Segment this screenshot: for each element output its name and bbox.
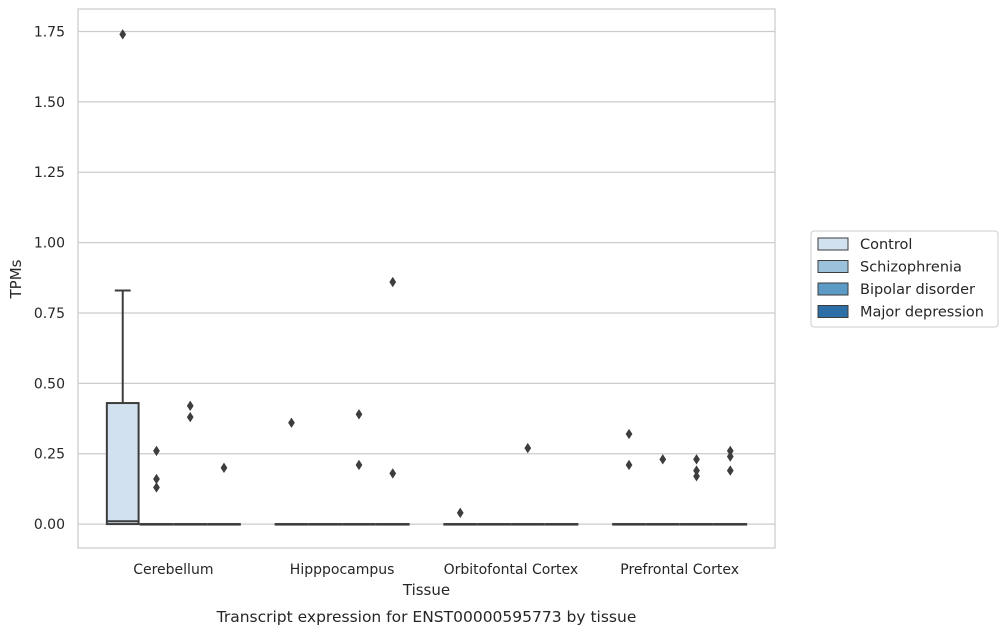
outlier-point xyxy=(726,451,734,462)
outlier-point xyxy=(726,445,734,457)
outlier-point xyxy=(355,459,363,471)
legend-swatch xyxy=(817,237,849,251)
box-control xyxy=(443,523,478,526)
x-tick-label: Cerebellum xyxy=(133,562,213,578)
outlier-point xyxy=(355,409,363,420)
outlier-point xyxy=(659,454,667,465)
legend-swatch xyxy=(817,282,849,296)
x-tick-label: Hipppocampus xyxy=(290,562,395,578)
y-tick-label: 0.75 xyxy=(34,306,65,322)
box-body xyxy=(105,402,140,526)
outlier-layer xyxy=(119,29,734,518)
outlier-point xyxy=(153,445,160,457)
legend-label: Control xyxy=(860,237,912,253)
legend-label: Bipolar disorder xyxy=(860,282,975,298)
outlier-point xyxy=(389,276,397,288)
outlier-point xyxy=(625,459,633,471)
y-tick-label: 1.75 xyxy=(34,25,65,41)
y-axis-label: TPMs xyxy=(7,259,25,299)
outlier-point xyxy=(693,454,700,465)
box-major-depression xyxy=(544,523,579,526)
outlier-point xyxy=(625,428,633,440)
outlier-point xyxy=(456,507,464,518)
x-tick-label: Orbitofontal Cortex xyxy=(444,562,579,578)
box-control xyxy=(612,523,646,526)
legend-swatch xyxy=(817,260,849,273)
legend-items: Control Schizophrenia Bipolar disorder Majo… xyxy=(817,237,984,321)
y-tick-label: 0.25 xyxy=(34,447,65,463)
chart-caption: Transcript expression for ENST0000059577… xyxy=(216,608,637,626)
outlier-point xyxy=(288,417,295,428)
outlier-point xyxy=(693,465,700,476)
box-series-layer xyxy=(105,289,748,526)
legend: Control Schizophrenia Bipolar disorder Majo… xyxy=(810,230,999,328)
outlier-point xyxy=(220,462,228,473)
y-tick-label: 1.00 xyxy=(34,236,65,252)
box-schizophrenia xyxy=(139,523,174,526)
y-gridlines xyxy=(78,30,775,525)
box-schizophrenia xyxy=(645,523,680,526)
outlier-point xyxy=(153,482,160,493)
outlier-point xyxy=(186,400,194,412)
box-schizophrenia xyxy=(477,523,511,526)
x-tick-labels: Cerebellum Hipppocampus Orbitofontal Corte… xyxy=(133,562,739,578)
outlier-point xyxy=(524,442,532,454)
y-tick-label: 0.00 xyxy=(34,517,65,533)
legend-frame xyxy=(810,230,999,328)
plot-background xyxy=(78,9,775,548)
legend-label: Schizophrenia xyxy=(860,260,962,276)
box-major-depression xyxy=(375,523,410,526)
legend-label: Major depression xyxy=(860,305,984,321)
y-tick-label: 0.50 xyxy=(34,376,65,392)
legend-swatch xyxy=(817,305,849,318)
box-control xyxy=(274,523,309,526)
outlier-point xyxy=(726,465,734,476)
plot-frame xyxy=(77,8,776,549)
outlier-point xyxy=(119,29,127,40)
box-bipolar-disorder xyxy=(679,523,714,526)
outlier-point xyxy=(153,473,160,485)
outlier-point xyxy=(389,468,397,479)
box-schizophrenia xyxy=(308,523,343,526)
outlier-point xyxy=(186,411,194,423)
box-major-depression xyxy=(207,523,241,526)
x-tick-label: Prefrontal Cortex xyxy=(620,562,739,578)
box-bipolar-disorder xyxy=(342,523,376,526)
box-major-depression xyxy=(713,523,748,526)
box-bipolar-disorder xyxy=(173,523,208,526)
y-tick-label: 1.50 xyxy=(34,95,65,111)
outlier-point xyxy=(693,471,700,482)
box-control xyxy=(105,289,140,526)
box-bipolar-disorder xyxy=(510,523,545,526)
y-tick-labels: 0.00 0.25 0.50 0.75 1.00 1.25 1.50 1.75 xyxy=(34,25,65,534)
x-axis-label: Tissue xyxy=(402,581,450,599)
y-tick-label: 1.25 xyxy=(34,165,65,181)
